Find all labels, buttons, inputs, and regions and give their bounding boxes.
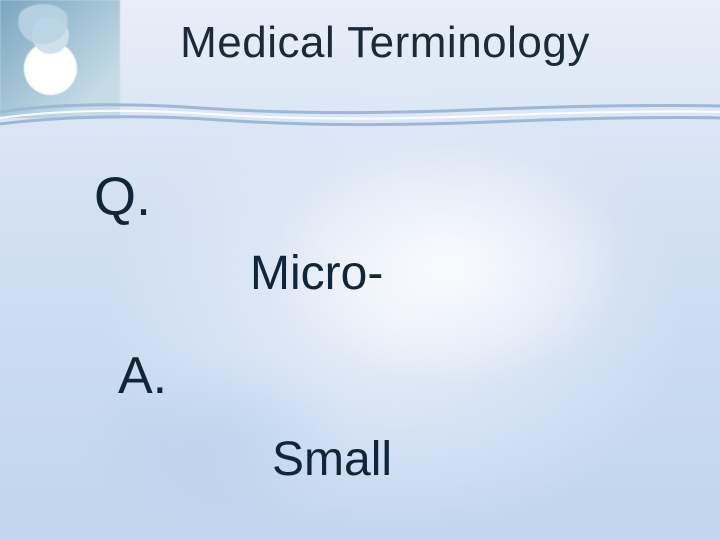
question-label: Q. <box>94 166 151 228</box>
slide-title: Medical Terminology <box>0 18 720 68</box>
question-text: Micro- <box>250 246 383 301</box>
answer-text: Small <box>272 432 392 487</box>
answer-label: A. <box>118 346 167 406</box>
